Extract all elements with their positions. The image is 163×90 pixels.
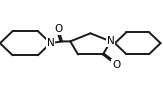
Text: N: N	[107, 36, 114, 46]
Text: O: O	[112, 60, 120, 70]
Text: N: N	[47, 38, 54, 48]
Text: O: O	[54, 24, 62, 34]
